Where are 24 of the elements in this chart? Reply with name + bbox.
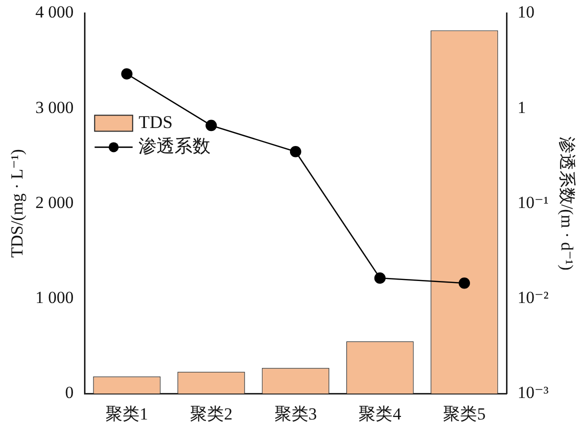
y2-tick-label: 10⁻³: [518, 383, 549, 402]
y2-axis-title: 渗透系数/(m · d⁻¹): [557, 136, 576, 270]
y2-tick-label: 10⁻¹: [518, 192, 549, 212]
x-tick-label: 聚类1: [106, 404, 148, 424]
point: [121, 68, 132, 80]
x-tick-label: 聚类2: [190, 404, 232, 424]
point: [374, 272, 386, 284]
point: [206, 120, 217, 132]
y-tick-label: 3 000: [35, 98, 74, 117]
point: [458, 278, 470, 289]
y-axis-title: TDS/(mg · L⁻¹): [8, 149, 27, 258]
y2-tick-label: 10⁻²: [518, 288, 549, 307]
legend-label: TDS: [138, 112, 173, 132]
x-tick-label: 聚类3: [274, 404, 317, 424]
x-tick-label: 聚类5: [443, 404, 486, 424]
point: [290, 146, 302, 158]
y-tick-label: 0: [65, 383, 74, 402]
x-tick-label: 聚类4: [358, 404, 402, 424]
y-tick-label: 2 000: [35, 192, 74, 212]
legend-label: 渗透系数: [138, 136, 211, 156]
y-tick-label: 4 000: [35, 2, 74, 22]
y-tick-label: 1 000: [35, 288, 74, 307]
y2-tick-label: 10: [518, 2, 535, 22]
y2-tick-label: 1: [518, 98, 526, 117]
